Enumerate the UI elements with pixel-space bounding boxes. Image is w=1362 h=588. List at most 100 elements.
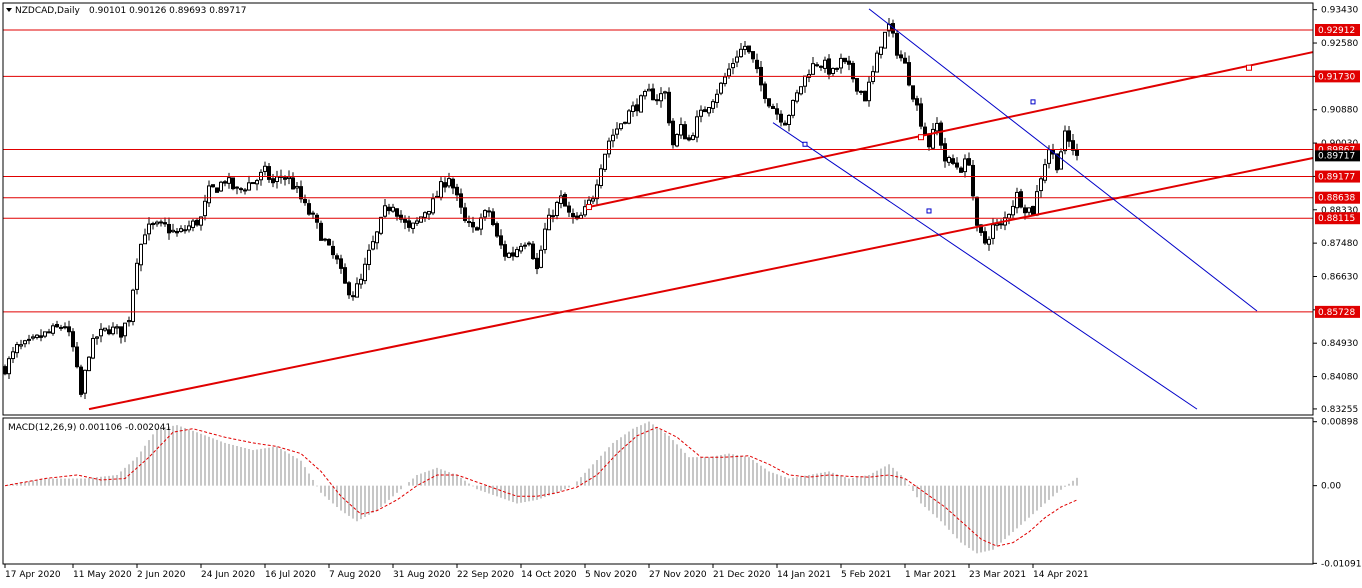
candle-body <box>7 358 11 375</box>
candle-body <box>659 93 663 102</box>
candle-body <box>319 222 323 241</box>
macd-histogram <box>8 421 1078 554</box>
candle-body <box>691 135 695 140</box>
candle-body <box>347 282 351 296</box>
level-price-label: 0.88638 <box>1318 194 1355 204</box>
level-price-label: 0.91730 <box>1318 72 1355 82</box>
candle-body <box>563 194 567 207</box>
candle-body <box>559 195 563 204</box>
candle-body <box>899 54 903 59</box>
time-axis-label: 17 Apr 2020 <box>5 570 61 580</box>
candle-body <box>3 366 7 375</box>
candle-body <box>671 120 675 146</box>
candle-body <box>983 231 987 244</box>
level-price-tag <box>1315 170 1360 183</box>
candle-body <box>335 255 339 260</box>
candle-body <box>831 67 835 74</box>
current-price-tag <box>1315 150 1360 162</box>
candle-body <box>607 140 611 155</box>
lower-trendline[interactable] <box>88 157 1314 411</box>
candle-body <box>647 88 651 92</box>
candle-body <box>227 177 231 184</box>
symbol-dropdown-icon[interactable] <box>6 8 12 12</box>
candle-body <box>783 122 787 126</box>
candle-body <box>63 326 67 329</box>
candle-body <box>915 98 919 106</box>
candle-body <box>735 56 739 63</box>
candle-body <box>743 45 747 50</box>
candle-body <box>927 133 931 148</box>
candle-body <box>527 242 531 245</box>
time-axis-label: 14 Jan 2021 <box>777 570 831 580</box>
candle-body <box>515 249 519 258</box>
channel-anchor-marker[interactable] <box>926 208 932 214</box>
candle-body <box>363 263 367 282</box>
level-price-tag <box>1315 212 1360 225</box>
time-axis-label: 24 Jun 2020 <box>201 570 255 580</box>
macd-pane[interactable] <box>4 421 1078 554</box>
candle-body <box>399 214 403 220</box>
channel-anchor-marker[interactable] <box>802 141 808 147</box>
candle-body <box>747 45 751 53</box>
candle-body <box>635 104 639 112</box>
channel-upper-line[interactable] <box>868 8 1258 312</box>
time-axis-label: 14 Apr 2021 <box>1033 570 1089 580</box>
candle-body <box>715 93 719 103</box>
time-axis-label: 22 Sep 2020 <box>457 570 514 580</box>
trendline-anchor-marker[interactable] <box>1246 64 1252 71</box>
candle-body <box>15 344 19 354</box>
candle-body <box>595 184 599 200</box>
candle-body <box>603 153 607 170</box>
candle-body <box>343 267 347 284</box>
time-axis-label: 2 Jun 2020 <box>137 570 186 580</box>
candle-body <box>459 193 463 208</box>
candle-body <box>1055 153 1059 171</box>
candle-body <box>411 222 415 229</box>
candle-body <box>683 124 687 140</box>
channel-anchor-marker[interactable] <box>1030 99 1036 105</box>
candle-body <box>123 322 127 337</box>
candle-body <box>543 228 547 251</box>
candle-body <box>815 64 819 67</box>
candle-body <box>679 124 683 136</box>
candle-body <box>51 325 55 334</box>
candle-body <box>551 215 555 218</box>
candle-body <box>811 63 815 75</box>
candle-body <box>127 320 131 323</box>
level-price-label: 0.92912 <box>1318 26 1355 36</box>
candle-body <box>223 181 227 184</box>
candle-body <box>519 245 523 252</box>
macd-title: MACD(12,26,9) 0.001106 -0.002041 <box>8 423 171 433</box>
candle-body <box>1063 130 1067 152</box>
candle-body <box>779 113 783 123</box>
candle-body <box>687 137 691 141</box>
trendline-anchor-marker[interactable] <box>918 134 924 141</box>
candle-body <box>455 186 459 196</box>
candle-body <box>1035 191 1039 216</box>
candle-body <box>1007 213 1011 219</box>
candle-body <box>975 196 979 226</box>
candle-body <box>615 128 619 135</box>
candle-body <box>787 114 791 125</box>
candle-body <box>383 205 387 217</box>
candle-body <box>711 101 715 109</box>
candle-body <box>315 214 319 223</box>
candle-body <box>987 238 991 245</box>
candle-body <box>211 184 215 188</box>
time-axis-label: 5 Feb 2021 <box>841 570 891 580</box>
candle-body <box>207 185 211 204</box>
candle-body <box>11 351 15 360</box>
candle-body <box>507 252 511 258</box>
candle-body <box>147 223 151 235</box>
candles <box>3 18 1079 399</box>
candle-body <box>1071 140 1075 151</box>
candle-body <box>591 198 595 202</box>
trendline-anchor-marker[interactable] <box>586 204 592 211</box>
channel-lower-line[interactable] <box>772 122 1198 410</box>
price-pane[interactable] <box>3 8 1314 411</box>
candle-body <box>195 219 199 226</box>
candle-body <box>135 262 139 290</box>
upper-trendline[interactable] <box>588 51 1314 209</box>
candle-body <box>415 220 419 224</box>
candle-body <box>215 187 219 193</box>
